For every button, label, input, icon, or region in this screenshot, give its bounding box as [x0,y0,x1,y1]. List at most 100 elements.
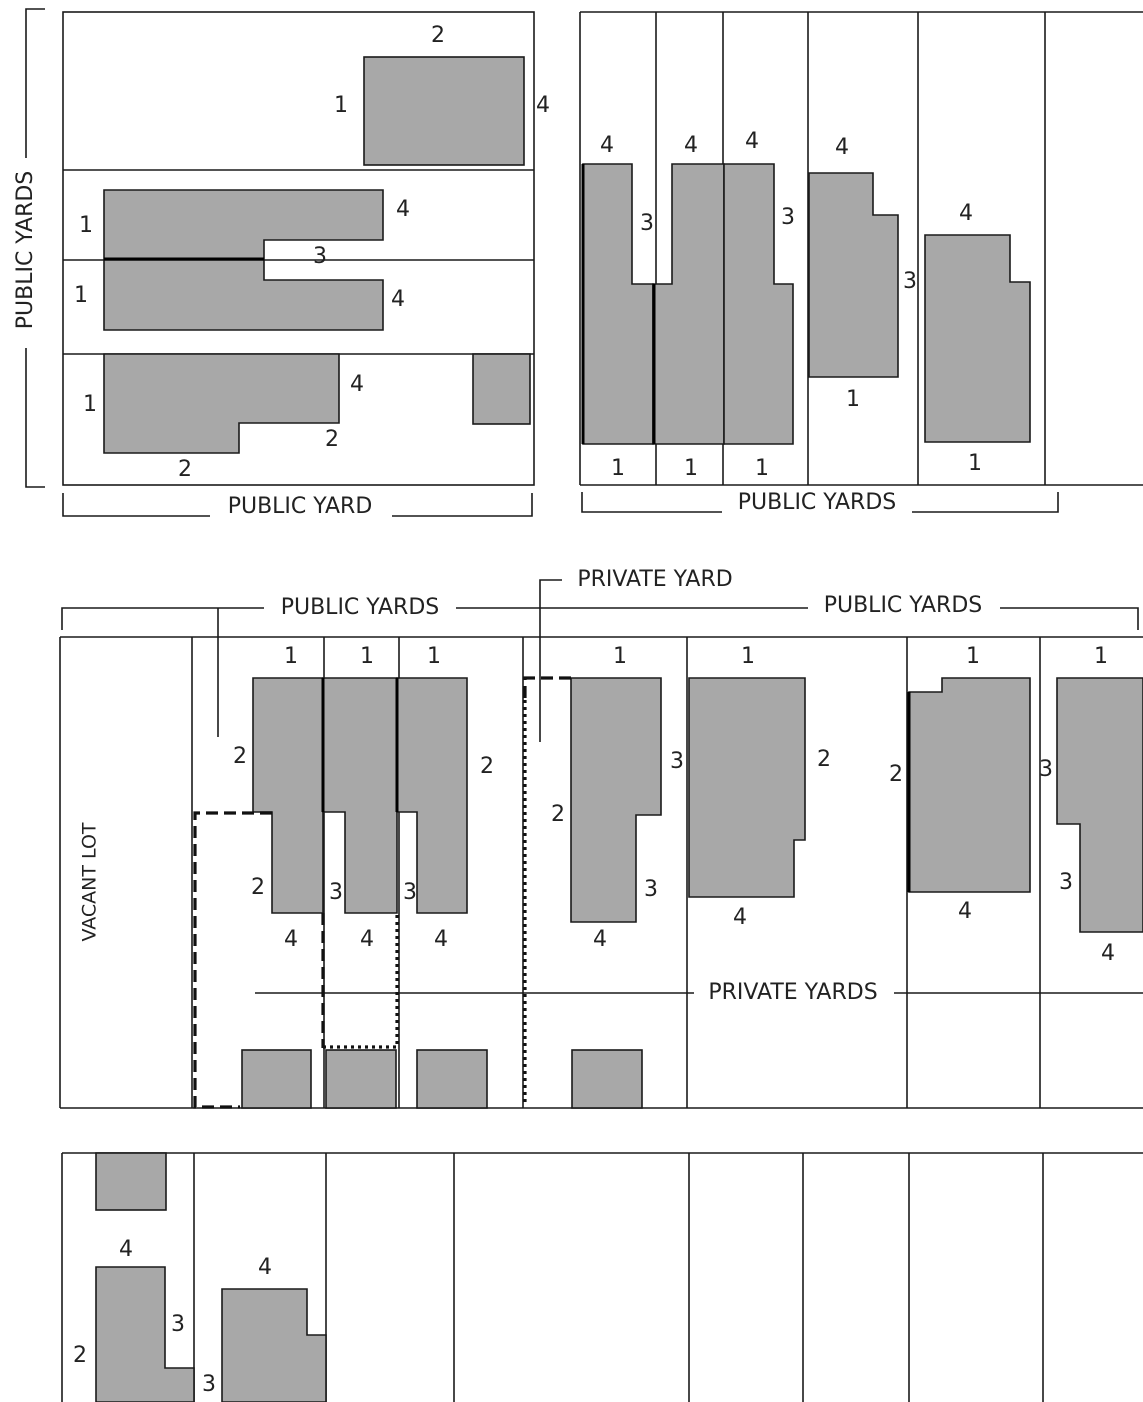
accessory-building [472,353,531,425]
side-number: 2 [233,744,247,769]
label-private-yard: PRIVATE YARD [577,567,732,592]
side-number: 3 [670,749,684,774]
side-number: 1 [846,387,860,412]
side-number: 4 [434,927,448,952]
building [570,677,662,923]
lot-outline [62,11,535,486]
side-number: 4 [1101,941,1115,966]
side-number: 1 [741,644,755,669]
block-top-right: 4 4 4 4 4 3 3 3 1 1 1 1 1 PUBLIC YARDS [579,11,1143,518]
side-number: 4 [958,899,972,924]
side-number: 2 [551,802,565,827]
label-public-yard: PUBLIC YARD [228,494,373,519]
building [582,163,654,445]
building [1056,677,1143,933]
building [652,163,725,445]
side-number: 3 [903,269,917,294]
private-yard-boundary [323,913,399,1049]
side-number: 3 [640,211,654,236]
side-number: 1 [611,456,625,481]
building [363,56,525,166]
side-number: 1 [755,456,769,481]
side-number: 3 [171,1312,185,1337]
side-number: 4 [959,201,973,226]
building [808,172,899,378]
building [723,163,794,445]
accessory-building [325,1049,397,1109]
label-private-yards: PRIVATE YARDS [708,980,877,1005]
block-top-left: 2 1 4 1 4 3 1 4 1 4 2 2 PUBLIC YARDS PUB… [13,8,550,530]
side-number: 4 [835,135,849,160]
label-background [808,594,1000,622]
side-number: 2 [325,427,339,452]
side-number: 4 [684,133,698,158]
side-number: 2 [889,762,903,787]
building [688,677,806,898]
side-number: 1 [684,456,698,481]
bracket-public-yards-mid [61,607,1139,630]
side-number: 3 [781,205,795,230]
accessory-building [241,1049,312,1109]
side-number: 1 [613,644,627,669]
side-number: 4 [745,129,759,154]
side-number: 2 [251,875,265,900]
side-number: 3 [644,877,658,902]
building [95,1266,195,1402]
label-public-yards: PUBLIC YARDS [738,490,897,515]
side-number: 4 [119,1237,133,1262]
label-public-yards-mid-left: PUBLIC YARDS [281,595,440,620]
side-number: 3 [313,244,327,269]
label-background [722,490,912,518]
side-number: 1 [83,392,97,417]
side-number: 2 [480,754,494,779]
building [103,353,340,454]
side-number: 4 [360,927,374,952]
side-number: 1 [79,213,93,238]
label-public-yards-left: PUBLIC YARDS [13,171,38,330]
side-number: 2 [73,1343,87,1368]
side-number: 4 [284,927,298,952]
building [396,677,468,914]
side-number: 4 [600,133,614,158]
side-number: 3 [1059,870,1073,895]
side-number: 2 [431,23,445,48]
side-number: 4 [536,93,550,118]
building [924,234,1031,443]
side-number: 1 [968,451,982,476]
block-middle: PUBLIC YARDS PUBLIC YARDS PRIVATE YARD P… [59,567,1143,1109]
side-number: 3 [1039,757,1053,782]
building [103,259,384,331]
side-number: 3 [329,880,343,905]
building [221,1288,327,1402]
label-vacant-lot: VACANT LOT [79,822,101,941]
side-number: 1 [1094,644,1108,669]
side-number: 2 [178,457,192,482]
side-number: 1 [427,644,441,669]
accessory-building [571,1049,643,1109]
side-number: 1 [966,644,980,669]
side-number: 2 [817,747,831,772]
side-number: 1 [74,283,88,308]
side-number: 4 [396,197,410,222]
label-background [13,158,39,348]
side-number: 1 [360,644,374,669]
private-yard-boundary [523,676,571,700]
side-number: 3 [403,880,417,905]
side-number: 1 [334,93,348,118]
side-number: 4 [733,905,747,930]
accessory-building [416,1049,488,1109]
building [322,677,398,914]
side-number: 3 [202,1372,216,1397]
label-background [264,594,456,622]
building [908,677,1031,893]
label-public-yards-mid-right: PUBLIC YARDS [824,593,983,618]
side-number: 4 [593,927,607,952]
side-number: 1 [284,644,298,669]
leader-private-yard [539,579,562,742]
building [103,189,384,261]
accessory-building [95,1152,167,1211]
private-yard-boundary [193,811,272,1109]
side-number: 4 [258,1255,272,1280]
label-background [210,502,392,530]
